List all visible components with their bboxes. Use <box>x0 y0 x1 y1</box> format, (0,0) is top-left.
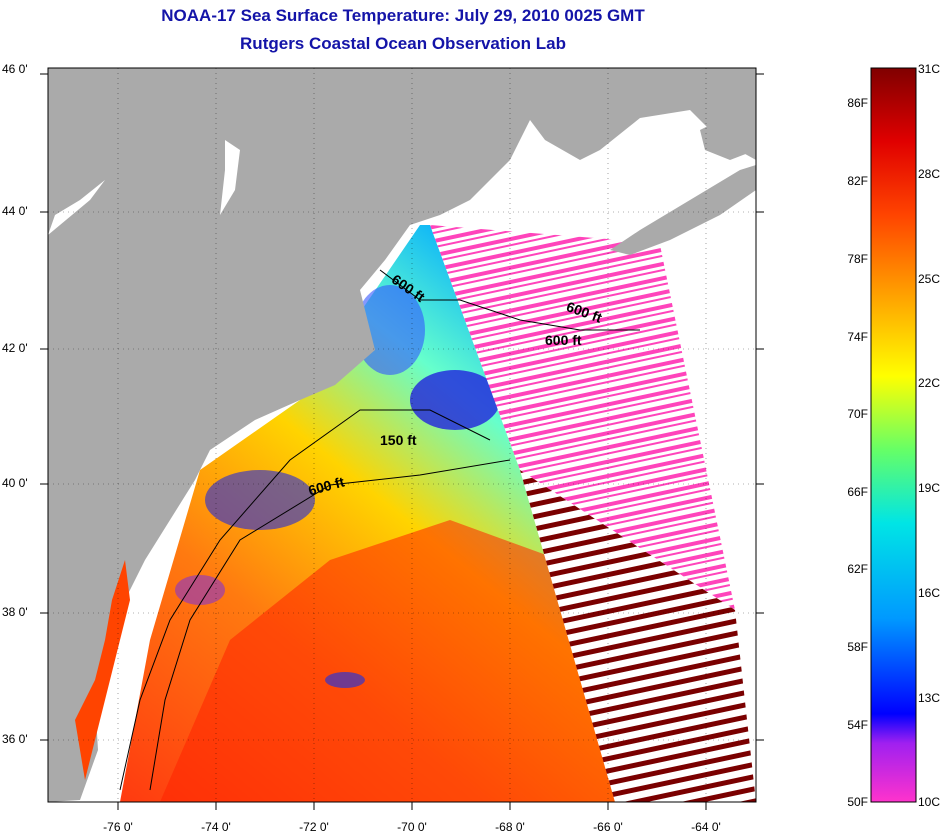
striped-region <box>430 225 735 610</box>
bay <box>75 560 130 780</box>
warm-core <box>160 520 615 802</box>
lon-label: -68 0' <box>495 820 525 834</box>
colorbar-c-label: 10C <box>918 795 941 809</box>
colorbar-c-label: 25C <box>918 272 941 286</box>
land-cape-breton <box>700 110 756 160</box>
lat-label: 42 0' <box>2 341 28 355</box>
contour-label: 600 ft <box>545 332 582 348</box>
colorbar-f-label: 82F <box>847 174 868 188</box>
cold-patch <box>175 575 225 605</box>
lon-label: -72 0' <box>299 820 329 834</box>
contour-150ft <box>119 409 491 791</box>
map-title: NOAA-17 Sea Surface Temperature: July 29… <box>161 6 645 25</box>
colorbar-f-label: 86F <box>847 96 868 110</box>
colorbar-gradient <box>870 67 917 803</box>
lat-label: 44 0' <box>2 204 28 218</box>
colorbar-f-label: 62F <box>847 562 868 576</box>
lat-label: 46 0' <box>2 62 28 76</box>
lat-label: 40 0' <box>2 476 28 490</box>
graticule <box>48 68 756 802</box>
colorbar-f-label: 70F <box>847 407 868 421</box>
lon-label: -66 0' <box>593 820 623 834</box>
bay <box>48 180 105 235</box>
cold-patch <box>325 672 365 688</box>
cold-patch <box>355 285 425 375</box>
colorbar-f-label: 66F <box>847 485 868 499</box>
land-mainland <box>48 68 756 802</box>
colorbar-c-label: 19C <box>918 481 941 495</box>
colorbar-c-label: 13C <box>918 691 941 705</box>
map-subtitle: Rutgers Coastal Ocean Observation Lab <box>240 34 566 53</box>
lat-label: 36 0' <box>2 732 28 746</box>
contour-600ft-gulf <box>379 269 640 331</box>
lon-label: -76 0' <box>103 820 133 834</box>
lon-label: -70 0' <box>397 820 427 834</box>
cold-patch <box>410 370 500 430</box>
map-frame <box>47 67 757 803</box>
colorbar-f-label: 78F <box>847 252 868 266</box>
axis-ticks <box>40 73 764 810</box>
colorbar-c-label: 28C <box>918 167 941 181</box>
colorbar-f-label: 50F <box>847 795 868 809</box>
contour-label: 150 ft <box>380 432 417 448</box>
colorbar-c-label: 16C <box>918 586 941 600</box>
colorbar-f-label: 74F <box>847 330 868 344</box>
lat-label: 38 0' <box>2 605 28 619</box>
colorbar-c-label: 22C <box>918 376 941 390</box>
striped-region-dark <box>520 470 756 802</box>
cold-patch <box>205 470 315 530</box>
lon-label: -64 0' <box>691 820 721 834</box>
colorbar-f-label: 54F <box>847 718 868 732</box>
contour-600ft <box>149 459 511 791</box>
lon-label: -74 0' <box>201 820 231 834</box>
land-nova-scotia <box>610 165 756 255</box>
bay <box>220 140 240 215</box>
colorbar-f-label: 58F <box>847 640 868 654</box>
colorbar-c-label: 31C <box>918 62 941 76</box>
